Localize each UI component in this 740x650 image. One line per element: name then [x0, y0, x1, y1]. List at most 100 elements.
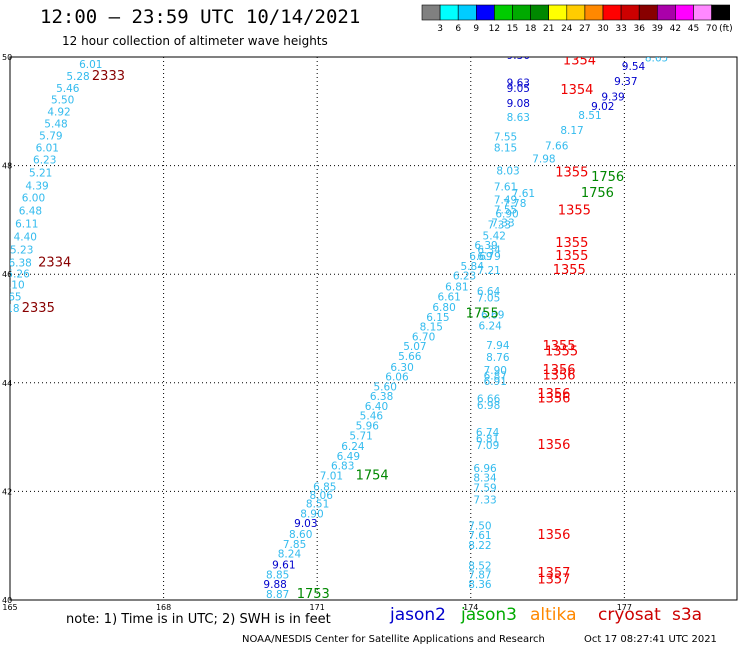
wave-height-point: 8.63 [507, 112, 530, 124]
colorbar-label: 39 [652, 24, 664, 34]
plot-frame [9, 56, 738, 601]
colorbar-label: 9 [473, 24, 479, 34]
pass-time-label: 2335 [22, 301, 55, 316]
note-text: note: 1) Time is in UTC; 2) SWH is in fe… [66, 612, 331, 627]
wave-height-point: 8.24 [278, 549, 302, 561]
wave-height-point: 7.09 [476, 440, 499, 452]
wave-height-point: 6.38 [370, 391, 393, 403]
wave-height-point: 7.55 [494, 132, 517, 144]
pass-time-label: 1754 [356, 468, 389, 483]
wave-height-point: 6.15 [426, 312, 449, 324]
colorbar-label: 24 [561, 24, 573, 34]
y-tick-label: 44 [2, 379, 12, 388]
colorbar-label: 45 [688, 24, 699, 34]
pass-time-label: 1756 [581, 186, 614, 201]
colorbar-label: 12 [489, 24, 500, 34]
wave-height-point: 8.06 [310, 490, 334, 502]
wave-height-point: 7.33 [491, 217, 514, 229]
wave-height-point: 7.50 [468, 520, 491, 532]
wave-height-point: 6.40 [365, 401, 388, 413]
x-tick-label: 174 [463, 603, 478, 612]
wave-height-point: 8.22 [468, 540, 491, 552]
colorbar-label: 15 [507, 24, 518, 34]
wave-height-point: 6.61 [437, 291, 460, 303]
wave-height-point: 6.81 [476, 434, 499, 446]
wave-height-point: 6.49 [337, 451, 360, 463]
wave-height-point: 4.39 [25, 180, 48, 192]
y-tick-label: 42 [2, 487, 12, 496]
wave-height-point: 6.98 [477, 400, 500, 412]
wave-height-point: 6.74 [476, 427, 500, 439]
pass-time-label: 1355 [542, 339, 575, 354]
legend-s3a: s3a [672, 605, 703, 625]
wave-height-point: 7.87 [468, 569, 491, 581]
colorbar-label: 18 [525, 24, 537, 34]
y-tick-label: 48 [2, 162, 12, 171]
colorbar-label: 6 [455, 24, 461, 34]
wave-height-point: 6.90 [495, 209, 518, 221]
wave-height-point: 6.06 [385, 372, 409, 384]
wave-height-point: 8.87 [266, 589, 289, 601]
wave-height-point: 5.42 [483, 230, 506, 242]
colorbar-label: 21 [543, 24, 554, 34]
wave-height-point: 5.23 [10, 245, 33, 257]
pass-time-label: 2334 [38, 256, 71, 271]
wave-height-point: 4.92 [47, 107, 70, 119]
chart-subtitle: 12 hour collection of altimeter wave hei… [62, 34, 328, 48]
wave-height-point: 5.60 [374, 381, 397, 393]
wave-height-point: 6.24 [478, 321, 502, 333]
data-layer: 6.015.285.465.504.925.485.796.016.235.21… [6, 45, 668, 602]
wave-height-point: 7.05 [477, 292, 500, 304]
wave-height-point: 7.66 [545, 140, 569, 152]
wave-height-point: 8.60 [289, 529, 312, 541]
colorbar-label: 36 [633, 24, 645, 34]
wave-height-point: 8.15 [420, 322, 443, 334]
colorbar-label: 27 [579, 24, 590, 34]
wave-height-point: 5.26 [6, 268, 30, 280]
wave-height-point: 5.21 [29, 167, 52, 179]
wave-height-point: 8.36 [468, 579, 492, 591]
wave-height-point: 9.08 [507, 98, 530, 110]
wave-height-point: 10.07 [507, 45, 537, 57]
colorbar-label: 30 [597, 24, 609, 34]
pass-time-label: 1356 [537, 438, 570, 453]
wave-height-point: 6.69 [469, 251, 492, 263]
wave-height-point: 6.66 [477, 393, 501, 405]
pass-time-label: 1753 [297, 587, 330, 602]
x-tick-label: 177 [617, 603, 632, 612]
pass-time-label: 1357 [537, 566, 570, 581]
legend-jason2: jason2 [390, 605, 446, 625]
colorbar-label: 33 [615, 24, 626, 34]
colorbar-label: 70 [706, 24, 718, 34]
wave-height-point: 6.91 [484, 376, 507, 388]
colorbar-label: 42 [670, 24, 681, 34]
wave-height-point: 6.87 [484, 371, 507, 383]
x-tick-label: 168 [156, 603, 171, 612]
x-tick-label: 165 [2, 603, 17, 612]
wave-height-point: 8.51 [306, 499, 329, 511]
credit-text: NOAA/NESDIS Center for Satellite Applica… [242, 634, 545, 645]
wave-height-point: 7.59 [473, 482, 496, 494]
wave-height-point: 5.96 [356, 420, 380, 432]
wave-height-point: 6.80 [432, 302, 455, 314]
wave-height-point: 5.71 [349, 430, 372, 442]
pass-time-label: 1357 [537, 573, 570, 588]
pass-time-label: 1756 [591, 170, 624, 185]
wave-height-point: 5.46 [360, 411, 384, 423]
x-tick-label: 171 [310, 603, 325, 612]
pass-time-label: 1355 [545, 345, 578, 360]
pass-time-label: 1354 [563, 54, 596, 69]
wave-height-point: 8.76 [486, 352, 510, 364]
wave-height-point: 8.90 [300, 508, 323, 520]
wave-height-point: 4.40 [14, 232, 37, 244]
wave-height-point: 7.98 [532, 153, 555, 165]
wave-height-point: 6.70 [412, 331, 435, 343]
wave-height-point: 9.36 [507, 50, 531, 62]
wave-height-point: 6.24 [341, 441, 365, 453]
pass-time-label: 1355 [555, 236, 588, 251]
wave-height-point: 6.83 [331, 461, 354, 473]
wave-height-point: 7.49 [494, 195, 517, 207]
pass-time-label: 1755 [466, 307, 499, 322]
wave-height-point: 8.17 [560, 125, 583, 137]
wave-height-point: 9.61 [272, 560, 295, 572]
